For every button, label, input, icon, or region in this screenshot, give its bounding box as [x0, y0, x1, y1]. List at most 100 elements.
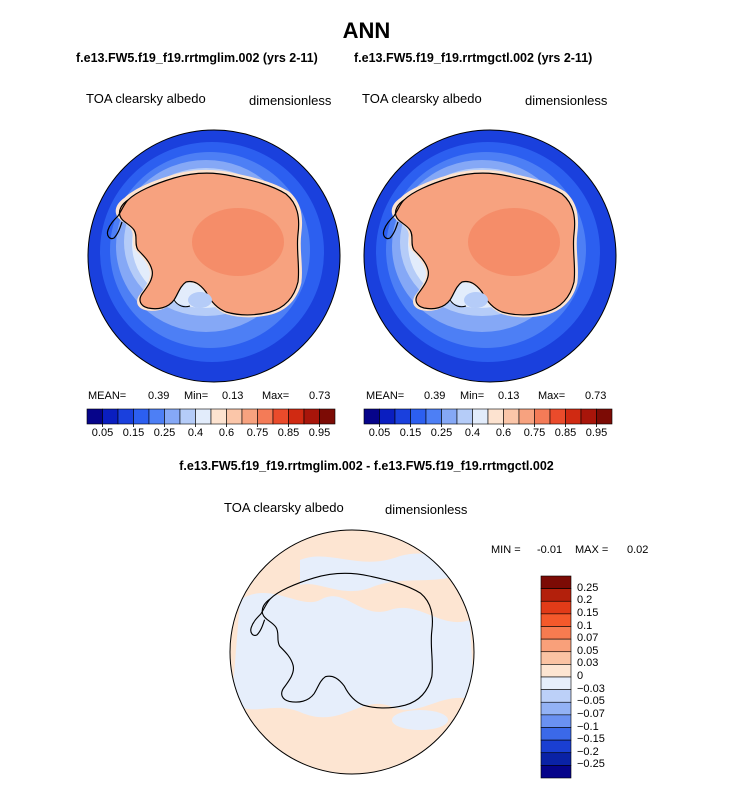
right-min-value: 0.13 — [498, 390, 520, 402]
right-colorbar — [363, 408, 613, 427]
colorbar-swatch — [195, 408, 212, 425]
right-case-title: f.e13.FW5.f19_f19.rrtmgctl.002 (yrs 2-11… — [354, 51, 593, 65]
colorbar-swatch — [288, 408, 305, 425]
colorbar-swatch — [241, 408, 258, 425]
difference-colorbar-label: 0.03 — [577, 657, 599, 670]
colorbar-swatch — [86, 408, 103, 425]
left-mean-label: MEAN= — [88, 390, 127, 402]
difference-colorbar-swatch — [540, 714, 572, 728]
difference-colorbar-label: 0.1 — [577, 619, 593, 632]
colorbar-tick-label: 0.05 — [91, 427, 114, 439]
right-units-label: dimensionless — [525, 93, 608, 108]
left-max-label: Max= — [262, 390, 290, 402]
difference-colorbar-label: −0.03 — [577, 682, 605, 695]
difference-max-label: MAX = — [575, 544, 609, 556]
colorbar-swatch — [394, 408, 411, 425]
left-min-label: Min= — [184, 390, 209, 402]
colorbar-swatch — [534, 408, 551, 425]
colorbar-swatch — [456, 408, 473, 425]
colorbar-swatch — [257, 408, 274, 425]
colorbar-swatch — [379, 408, 396, 425]
colorbar-swatch — [210, 408, 227, 425]
left-variable-label: TOA clearsky albedo — [86, 91, 206, 106]
difference-colorbar-swatch — [540, 739, 572, 754]
difference-colorbar-swatch — [540, 752, 572, 766]
left-max-value: 0.73 — [309, 390, 331, 402]
right-map-border — [363, 129, 617, 383]
colorbar-tick-label: 0.4 — [464, 427, 481, 439]
colorbar-tick-label: 0.6 — [218, 427, 235, 439]
right-mean-label: MEAN= — [366, 390, 405, 402]
colorbar-tick-label: 0.05 — [368, 427, 391, 439]
colorbar-swatch — [472, 408, 489, 425]
colorbar-swatch — [425, 408, 442, 425]
colorbar-swatch — [596, 408, 613, 425]
colorbar-swatch — [503, 408, 520, 425]
difference-colorbar-label: 0.2 — [577, 594, 593, 607]
colorbar-swatch — [518, 408, 535, 425]
colorbar-swatch — [441, 408, 458, 425]
colorbar-tick-label: 0.25 — [430, 427, 453, 439]
difference-colorbar-swatch — [540, 613, 572, 627]
right-mean-value: 0.39 — [424, 390, 446, 402]
difference-colorbar-label: 0.15 — [577, 606, 599, 619]
colorbar-tick-label: 0.85 — [554, 427, 577, 439]
difference-colorbar-swatch — [540, 600, 572, 615]
colorbar-swatch — [487, 408, 504, 425]
difference-colorbar-swatch — [540, 638, 572, 653]
colorbar-tick-label: 0.75 — [523, 427, 546, 439]
right-variable-label: TOA clearsky albedo — [362, 91, 482, 106]
difference-colorbar-swatch — [540, 664, 572, 678]
colorbar-tick-label: 0.25 — [153, 427, 176, 439]
colorbar-swatch — [179, 408, 196, 425]
right-min-label: Min= — [460, 390, 485, 402]
page-title: ANN — [342, 18, 391, 43]
colorbar-swatch — [102, 408, 119, 425]
colorbar-swatch — [565, 408, 582, 425]
colorbar-tick-label: 0.15 — [399, 427, 422, 439]
difference-colorbar-label: −0.15 — [577, 733, 605, 746]
left-mean-value: 0.39 — [148, 390, 170, 402]
difference-variable-label: TOA clearsky albedo — [224, 500, 344, 515]
difference-colorbar-swatch — [540, 575, 572, 589]
colorbar-swatch — [133, 408, 150, 425]
difference-colorbar — [540, 575, 572, 779]
colorbar-swatch — [363, 408, 380, 425]
left-units-label: dimensionless — [249, 93, 332, 108]
difference-colorbar-label: −0.1 — [577, 720, 599, 733]
colorbar-swatch — [319, 408, 336, 425]
colorbar-tick-label: 0.85 — [277, 427, 300, 439]
left-map — [88, 130, 340, 382]
colorbar-swatch — [226, 408, 243, 425]
difference-colorbar-swatch — [540, 765, 572, 779]
colorbar-tick-label: 0.95 — [585, 427, 608, 439]
difference-colorbar-swatch — [540, 727, 572, 741]
colorbar-tick-label: 0.95 — [308, 427, 331, 439]
colorbar-swatch — [117, 408, 134, 425]
difference-colorbar-label: −0.2 — [577, 745, 599, 758]
difference-colorbar-label: 0.25 — [577, 581, 599, 594]
difference-min-label: MIN = — [491, 544, 521, 556]
right-max-label: Max= — [538, 390, 566, 402]
difference-colorbar-label: 0.07 — [577, 632, 599, 645]
difference-map-border — [229, 529, 475, 775]
colorbar-swatch — [272, 408, 289, 425]
colorbar-swatch — [303, 408, 320, 425]
difference-colorbar-swatch — [540, 676, 572, 690]
difference-colorbar-label: −0.05 — [577, 695, 605, 708]
difference-min-value: -0.01 — [537, 544, 563, 556]
difference-colorbar-swatch — [540, 651, 572, 665]
left-colorbar — [86, 408, 336, 427]
colorbar-swatch — [410, 408, 427, 425]
difference-units-label: dimensionless — [385, 502, 468, 517]
difference-map — [230, 530, 474, 774]
difference-colorbar-swatch — [540, 701, 572, 716]
difference-colorbar-swatch — [540, 689, 572, 703]
difference-colorbar-label: −0.07 — [577, 707, 605, 720]
colorbar-tick-label: 0.6 — [495, 427, 512, 439]
difference-max-value: 0.02 — [627, 544, 649, 556]
difference-colorbar-swatch — [540, 588, 572, 602]
colorbar-swatch — [148, 408, 165, 425]
difference-colorbar-label: 0 — [577, 670, 584, 682]
